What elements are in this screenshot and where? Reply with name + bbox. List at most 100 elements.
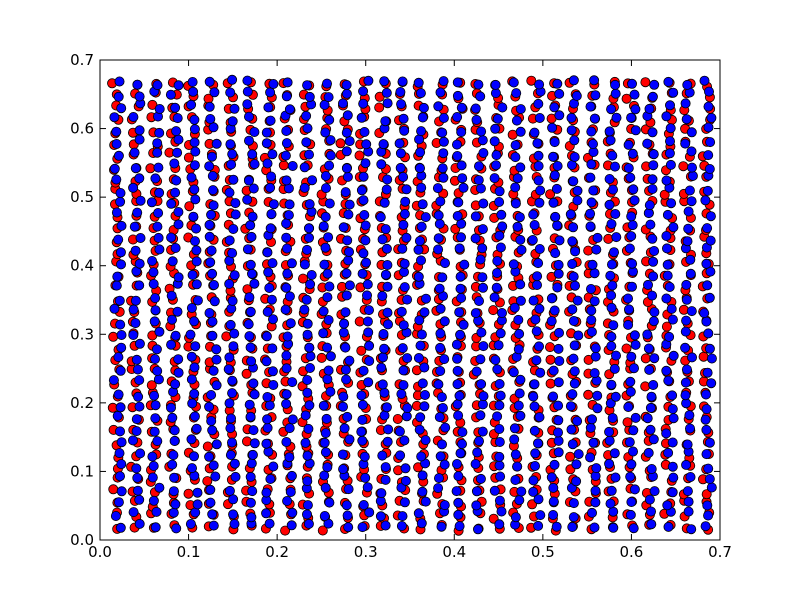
blue-point xyxy=(191,279,202,290)
blue-point xyxy=(356,426,367,437)
blue-point xyxy=(529,127,540,138)
blue-point xyxy=(477,135,488,146)
blue-point xyxy=(566,424,577,435)
blue-point xyxy=(434,412,445,423)
blue-point xyxy=(680,326,691,337)
blue-point xyxy=(589,522,600,533)
blue-point xyxy=(265,115,276,126)
blue-point xyxy=(134,518,145,529)
red-point xyxy=(545,378,556,389)
blue-point xyxy=(395,148,406,159)
blue-point xyxy=(115,196,126,207)
blue-point xyxy=(343,246,354,257)
blue-point xyxy=(302,318,313,329)
blue-point xyxy=(454,243,465,254)
blue-point xyxy=(565,401,576,412)
blue-point xyxy=(281,398,292,409)
blue-point xyxy=(706,482,717,493)
blue-point xyxy=(662,270,673,281)
blue-point xyxy=(227,149,238,160)
blue-point xyxy=(606,290,617,301)
blue-point xyxy=(662,259,673,270)
blue-point xyxy=(320,183,331,194)
blue-point xyxy=(244,399,255,410)
blue-point xyxy=(342,171,353,182)
blue-point xyxy=(358,365,369,376)
blue-point xyxy=(395,450,406,461)
blue-point xyxy=(400,463,411,474)
blue-point xyxy=(705,235,716,246)
blue-point xyxy=(280,150,291,161)
blue-point xyxy=(340,342,351,353)
blue-point xyxy=(116,103,127,114)
blue-point xyxy=(382,319,393,330)
blue-point xyxy=(165,89,176,100)
blue-point xyxy=(128,329,139,340)
blue-point xyxy=(508,259,519,270)
blue-point xyxy=(129,147,140,158)
blue-point xyxy=(568,498,579,509)
blue-point xyxy=(128,112,139,123)
blue-point xyxy=(606,302,617,313)
blue-point xyxy=(224,352,235,363)
blue-point xyxy=(570,280,581,291)
blue-point xyxy=(477,224,488,235)
blue-point xyxy=(134,338,145,349)
blue-point xyxy=(649,245,660,256)
blue-point xyxy=(687,352,698,363)
blue-point xyxy=(132,79,143,90)
blue-point xyxy=(380,474,391,485)
blue-point xyxy=(554,327,565,338)
blue-point xyxy=(337,401,348,412)
blue-point xyxy=(301,509,312,520)
blue-point xyxy=(606,104,617,115)
blue-point xyxy=(170,379,181,390)
blue-point xyxy=(396,388,407,399)
blue-point xyxy=(341,127,352,138)
blue-point xyxy=(131,354,142,365)
blue-point xyxy=(586,283,597,294)
blue-point xyxy=(568,353,579,364)
blue-point xyxy=(549,459,560,470)
blue-point xyxy=(606,341,617,352)
red-point xyxy=(698,351,709,362)
blue-point xyxy=(112,410,123,421)
blue-point xyxy=(224,485,235,496)
blue-point xyxy=(115,471,126,482)
blue-point xyxy=(108,375,119,386)
blue-point xyxy=(667,390,678,401)
blue-point xyxy=(703,510,714,521)
blue-point xyxy=(665,159,676,170)
blue-point xyxy=(173,80,184,91)
blue-point xyxy=(623,139,634,150)
blue-point xyxy=(358,98,369,109)
blue-point xyxy=(185,519,196,530)
red-point xyxy=(297,273,308,284)
blue-point xyxy=(165,402,176,413)
blue-point xyxy=(262,247,273,258)
red-point xyxy=(661,321,672,332)
blue-point xyxy=(510,474,521,485)
blue-point xyxy=(647,233,658,244)
blue-point xyxy=(591,244,602,255)
blue-point xyxy=(375,511,386,522)
blue-point xyxy=(571,459,582,470)
blue-point xyxy=(701,389,712,400)
blue-point xyxy=(571,90,582,101)
blue-point xyxy=(667,314,678,325)
blue-point xyxy=(587,414,598,425)
blue-point xyxy=(192,499,203,510)
blue-point xyxy=(357,414,368,425)
blue-point xyxy=(703,328,714,339)
blue-point xyxy=(154,187,165,198)
blue-point xyxy=(113,389,124,400)
blue-point xyxy=(205,497,216,508)
blue-point xyxy=(497,221,508,232)
blue-point xyxy=(663,521,674,532)
blue-point xyxy=(433,244,444,255)
blue-point xyxy=(435,196,446,207)
blue-point xyxy=(166,198,177,209)
blue-point xyxy=(663,375,674,386)
blue-point xyxy=(114,448,125,459)
blue-point xyxy=(396,306,407,317)
